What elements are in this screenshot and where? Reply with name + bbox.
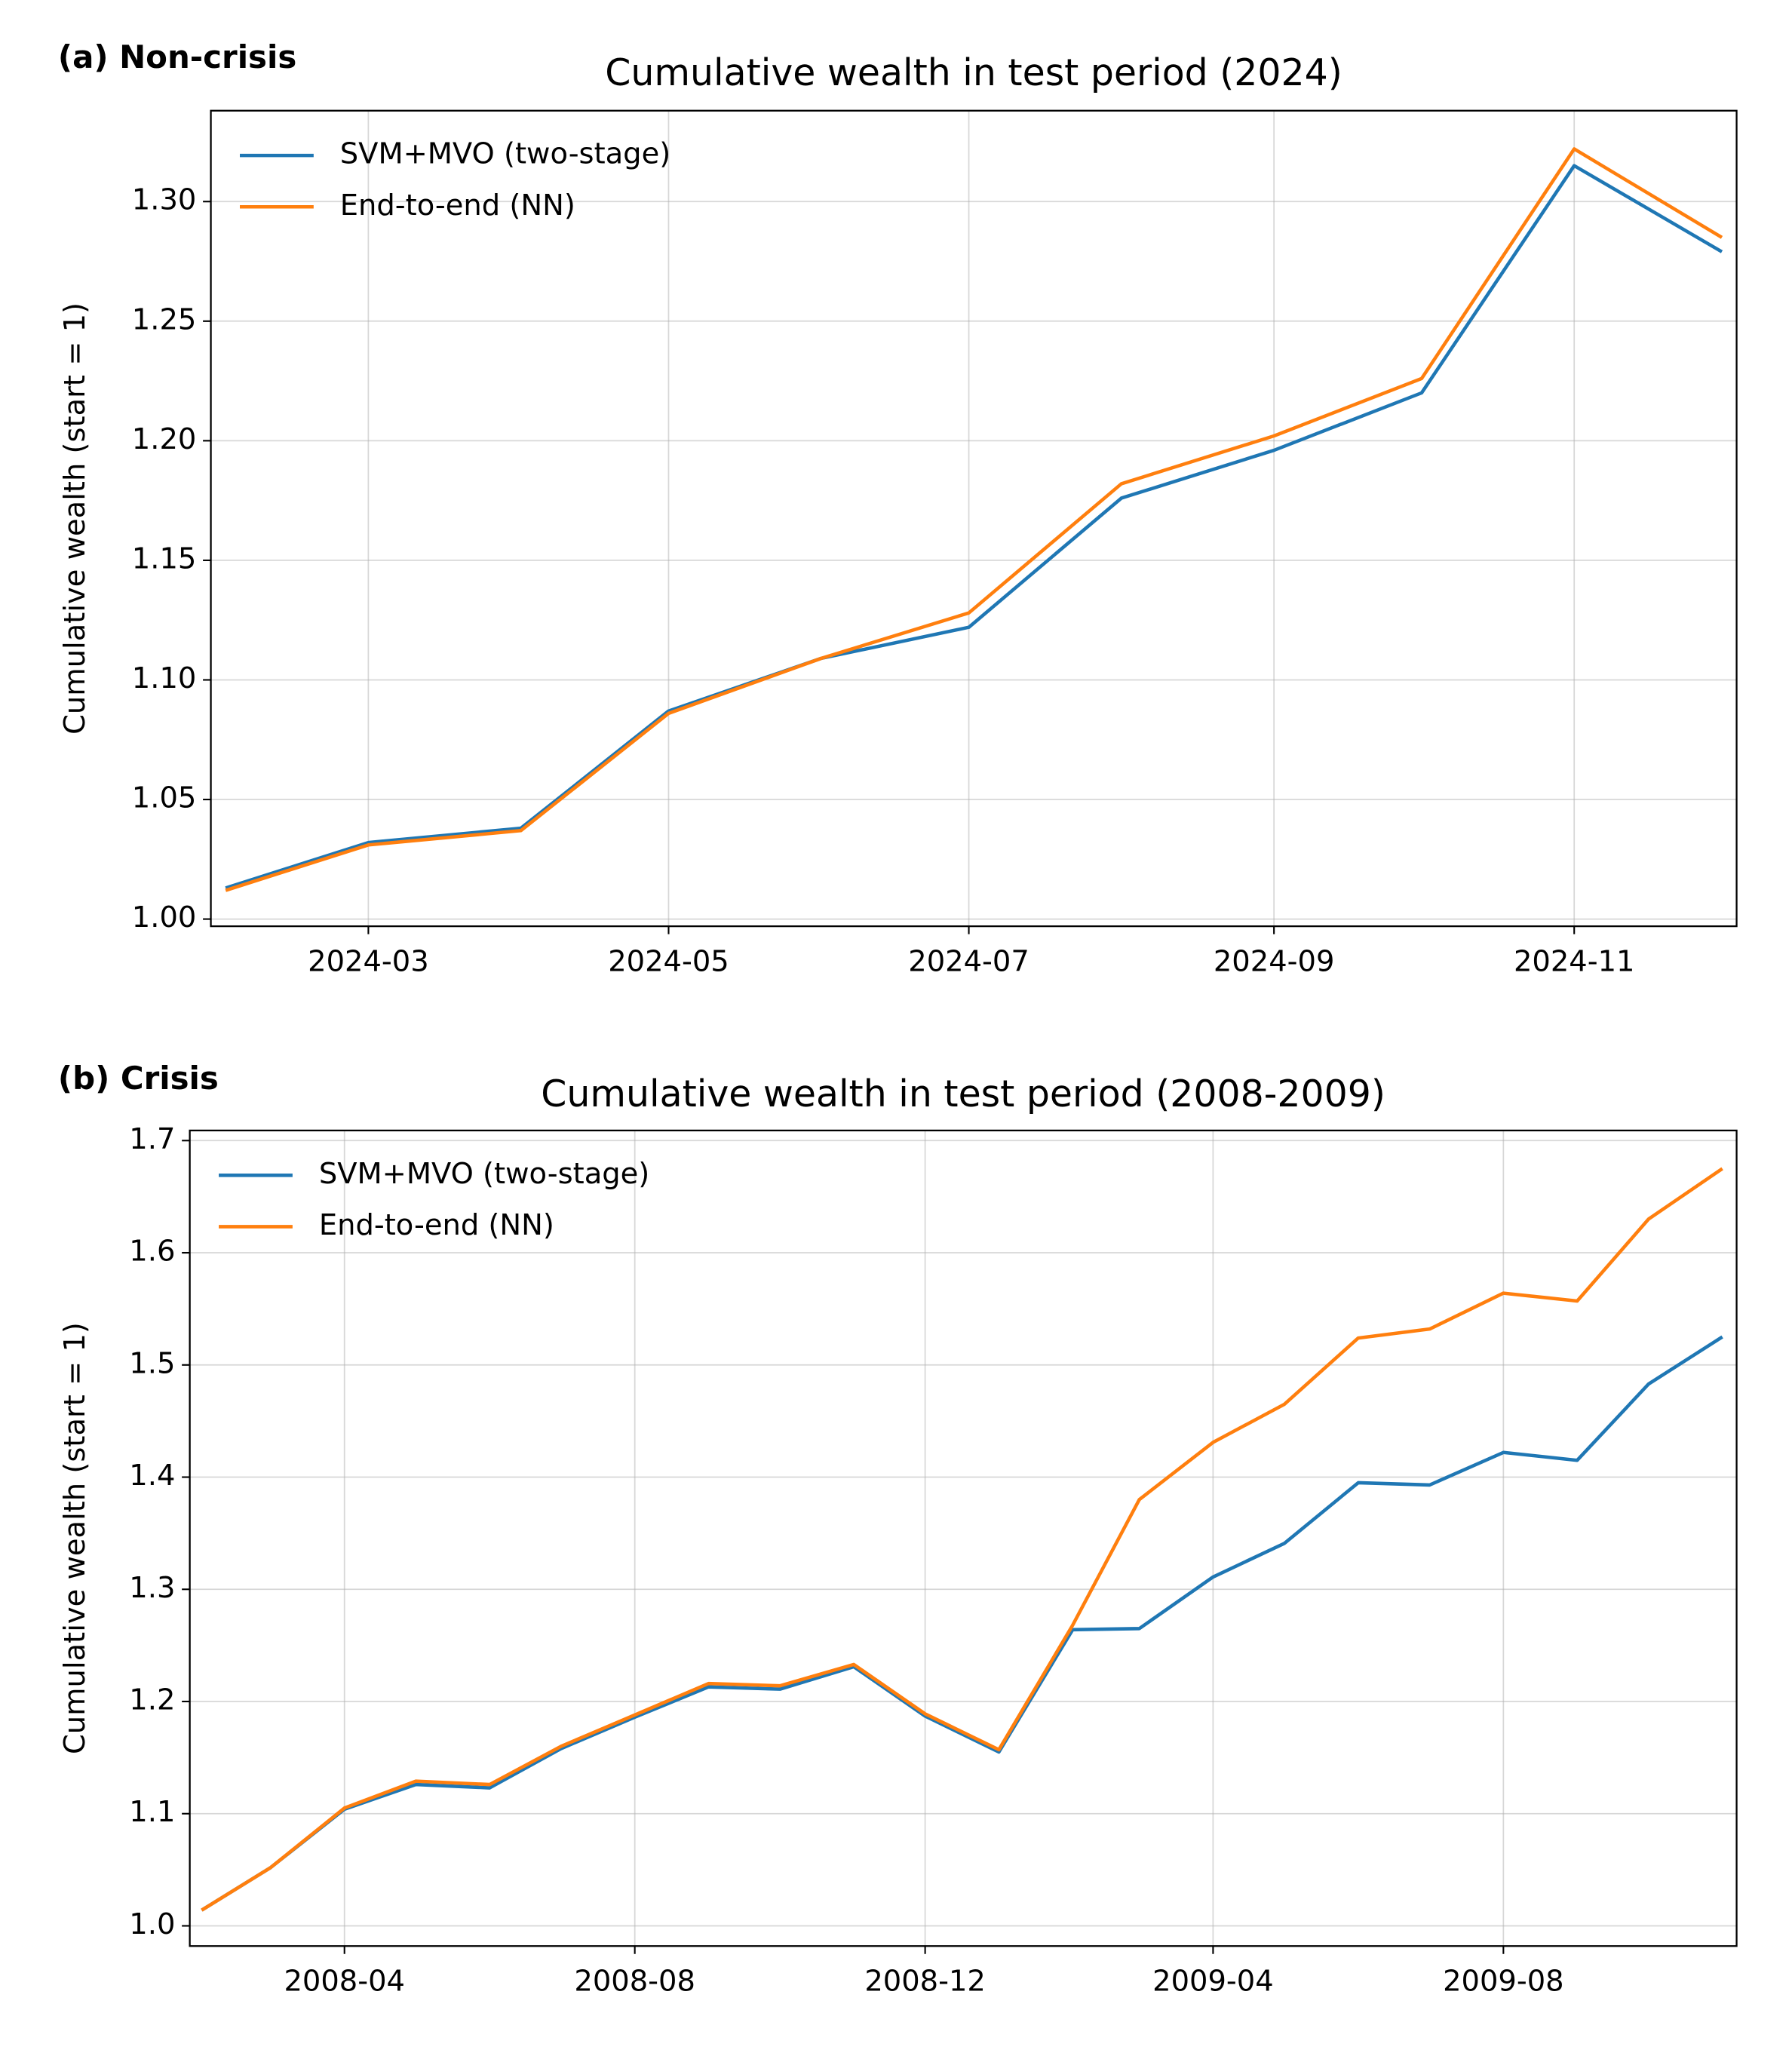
- y-tick-label: 1.2: [129, 1683, 175, 1717]
- y-tick-label: 1.7: [129, 1122, 175, 1156]
- y-tick-label: 1.3: [129, 1571, 175, 1605]
- x-tick-label: 2024-05: [608, 945, 729, 979]
- y-axis-label: Cumulative wealth (start = 1): [58, 302, 92, 735]
- plot-frame: [210, 109, 1738, 928]
- x-tick-label: 2009-08: [1443, 1965, 1564, 1999]
- x-tick-label: 2009-04: [1152, 1965, 1274, 1999]
- y-tick-label: 1.0: [129, 1907, 175, 1941]
- x-tick-label: 2008-12: [864, 1965, 986, 1999]
- legend-label: SVM+MVO (two-stage): [340, 137, 670, 171]
- panel-label: (b) Crisis: [58, 1060, 219, 1097]
- x-tick-label: 2024-07: [908, 945, 1029, 979]
- x-tick-label: 2024-11: [1514, 945, 1635, 979]
- x-tick-label: 2008-08: [574, 1965, 695, 1999]
- y-axis-label: Cumulative wealth (start = 1): [58, 1322, 92, 1754]
- legend-label: SVM+MVO (two-stage): [319, 1157, 649, 1191]
- panel-label: (a) Non-crisis: [58, 38, 296, 75]
- y-tick-label: 1.05: [132, 781, 197, 815]
- y-tick-label: 1.4: [129, 1459, 175, 1493]
- y-tick-label: 1.6: [129, 1235, 175, 1269]
- series-line: [201, 1167, 1723, 1912]
- series-line: [225, 147, 1723, 892]
- y-tick-label: 1.10: [132, 661, 197, 695]
- chart-title: Cumulative wealth in test period (2008-2…: [541, 1072, 1385, 1115]
- legend-label: End-to-end (NN): [340, 189, 575, 222]
- series-line: [225, 164, 1723, 890]
- series-line: [201, 1335, 1723, 1912]
- x-tick-label: 2008-04: [284, 1965, 405, 1999]
- y-tick-label: 1.20: [132, 422, 197, 456]
- chart-title: Cumulative wealth in test period (2024): [605, 51, 1342, 94]
- y-tick-label: 1.15: [132, 542, 197, 575]
- y-tick-label: 1.25: [132, 302, 197, 336]
- x-tick-label: 2024-03: [308, 945, 429, 979]
- y-tick-label: 1.1: [129, 1795, 175, 1829]
- plot-frame: [189, 1129, 1738, 1947]
- x-tick-label: 2024-09: [1214, 945, 1335, 979]
- y-tick-label: 1.5: [129, 1346, 175, 1380]
- y-tick-label: 1.00: [132, 901, 197, 934]
- y-tick-label: 1.30: [132, 183, 197, 217]
- legend-label: End-to-end (NN): [319, 1208, 554, 1242]
